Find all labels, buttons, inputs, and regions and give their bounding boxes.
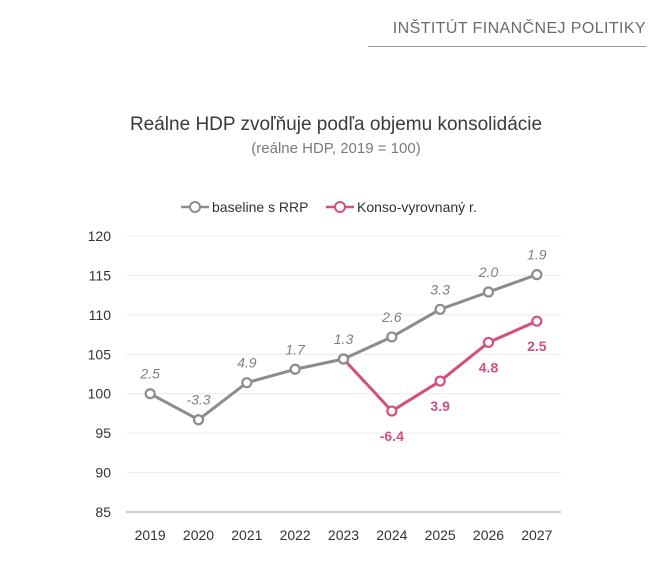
x-tick-label: 2023 (328, 527, 359, 543)
data-point (337, 353, 350, 365)
data-label: 3.9 (430, 398, 450, 414)
data-point (531, 269, 543, 281)
series-group (144, 269, 543, 426)
y-axis: 85 90 95 100 105 110 115 120 (88, 228, 112, 520)
data-label: 2.5 (139, 366, 160, 382)
data-label: 2.6 (381, 309, 402, 325)
x-tick-label: 2026 (473, 527, 504, 543)
y-tick-label: 85 (95, 504, 111, 520)
data-point (482, 286, 495, 298)
y-tick-label: 120 (88, 228, 112, 244)
data-labels: 2.5 -3.3 4.9 1.7 1.3 2.6 3.3 2.0 1.9 -6.4 3.9 4.8 2.… (139, 247, 546, 444)
x-tick-label: 2021 (231, 527, 262, 543)
data-point (482, 336, 495, 349)
header-divider (368, 46, 646, 47)
y-tick-label: 110 (89, 307, 112, 323)
data-label: 1.9 (527, 247, 547, 263)
y-tick-label: 115 (89, 267, 112, 283)
y-tick-label: 105 (88, 346, 112, 362)
data-label: 4.8 (479, 359, 499, 375)
data-point (192, 414, 205, 426)
chart-title: Reálne HDP zvoľňuje podľa objemu konsoli… (129, 114, 543, 135)
y-tick-label: 100 (88, 386, 112, 402)
data-point (386, 331, 398, 343)
legend-label: baseline s RRP (212, 199, 309, 215)
legend: baseline s RRP Konso-vyrovnaný r. (181, 199, 477, 215)
x-tick-label: 2027 (521, 527, 552, 543)
x-tick-label: 2022 (280, 527, 311, 543)
x-tick-label: 2020 (183, 527, 214, 543)
data-label: -6.4 (380, 428, 404, 444)
data-point (144, 388, 156, 400)
data-point (289, 363, 301, 375)
data-label: 3.3 (430, 281, 450, 297)
data-point (241, 377, 253, 389)
legend-marker (189, 201, 201, 213)
data-label: 4.9 (237, 355, 257, 371)
x-tick-label: 2024 (376, 527, 407, 543)
data-point (434, 375, 446, 387)
y-tick-label: 95 (95, 425, 111, 441)
chart-subtitle: (reálne HDP, 2019 = 100) (251, 140, 421, 157)
y-tick-label: 90 (95, 465, 111, 481)
data-label: -3.3 (186, 392, 210, 408)
data-label: 2.5 (527, 338, 547, 354)
institution-name: INŠTITÚT FINANČNEJ POLITIKY (392, 20, 646, 37)
legend-label: Konso-vyrovnaný r. (357, 199, 477, 215)
data-point (531, 315, 543, 327)
data-point (386, 405, 398, 417)
legend-marker (334, 201, 346, 213)
x-axis: 2019 2020 2021 2022 2023 2024 2025 2026 2027 (135, 527, 553, 543)
data-label: 2.0 (478, 264, 499, 280)
data-label: 1.3 (334, 331, 354, 347)
x-tick-label: 2019 (135, 527, 166, 543)
data-label: 1.7 (285, 341, 306, 357)
x-tick-label: 2025 (425, 527, 456, 543)
data-point (434, 303, 446, 315)
